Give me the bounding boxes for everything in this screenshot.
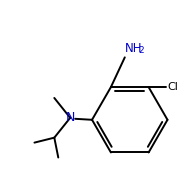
Text: N: N — [65, 111, 75, 124]
Text: NH: NH — [125, 42, 142, 55]
Text: 2: 2 — [138, 46, 144, 55]
Text: Cl: Cl — [168, 82, 178, 92]
